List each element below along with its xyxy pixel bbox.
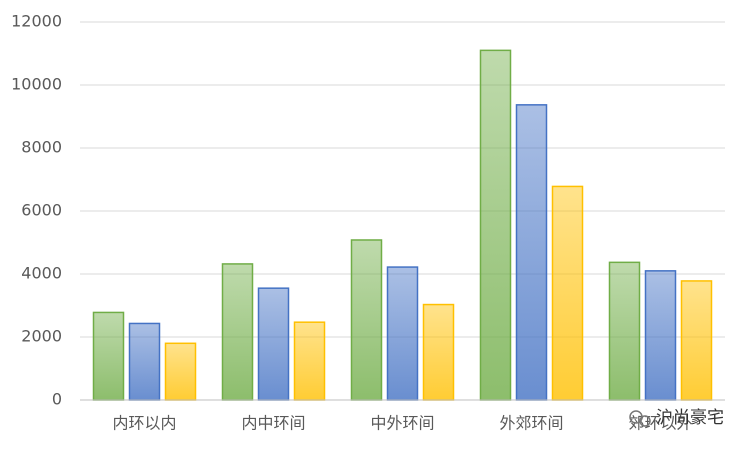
bar (551, 185, 584, 401)
bar (257, 287, 290, 401)
watermark: 沪尚豪宅 (629, 407, 724, 428)
y-tick-label: 12000 (11, 12, 62, 31)
x-tick-label: 内环以内 (112, 414, 176, 433)
watermark-icon (639, 415, 651, 427)
bar (92, 311, 125, 401)
y-tick-label: 0 (52, 390, 62, 409)
x-tick-label: 郊环以外 (628, 414, 692, 433)
bar (386, 266, 419, 401)
x-tick-label: 内中环间 (241, 414, 305, 433)
x-tick-label: 中外环间 (370, 414, 434, 433)
bar (479, 49, 512, 401)
bar (422, 303, 455, 401)
bar (680, 280, 713, 401)
y-tick-label: 10000 (11, 75, 62, 94)
bar (515, 104, 548, 401)
bar (128, 322, 161, 401)
x-tick-label: 外郊环间 (499, 414, 563, 433)
y-tick-label: 8000 (21, 138, 62, 157)
bar (608, 261, 641, 401)
y-tick-label: 4000 (21, 264, 62, 283)
bar (350, 239, 383, 401)
bar (164, 342, 197, 401)
y-tick-label: 2000 (21, 327, 62, 346)
bar (221, 263, 254, 401)
y-tick-label: 6000 (21, 201, 62, 220)
bar (644, 270, 677, 401)
watermark-text: 沪尚豪宅 (656, 407, 724, 428)
bar (293, 321, 326, 401)
